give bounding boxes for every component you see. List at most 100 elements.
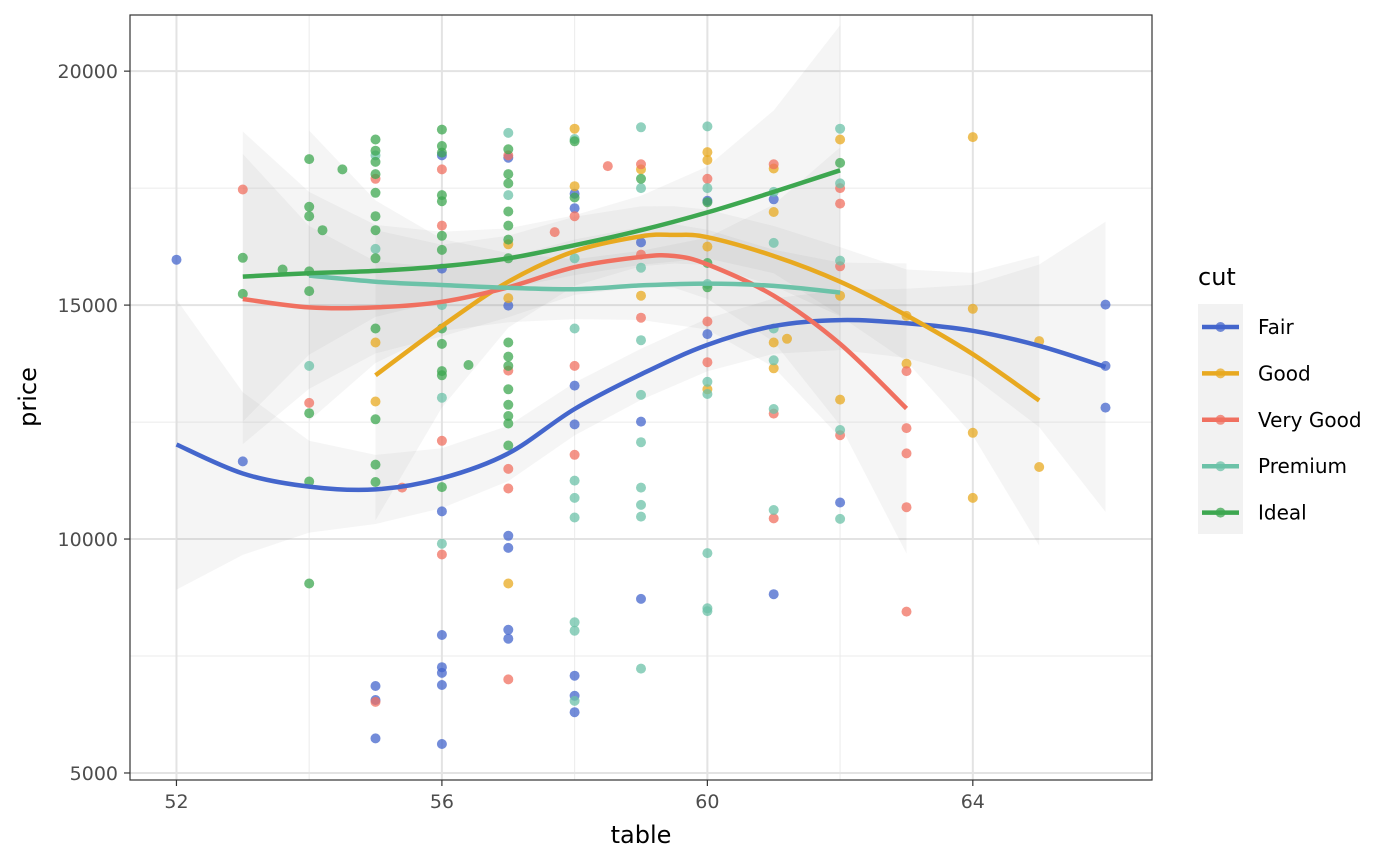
point-good (702, 147, 713, 158)
point-ideal (304, 154, 315, 165)
point-ideal (370, 225, 381, 236)
point-fair (1100, 299, 1111, 310)
x-axis-title: table (611, 821, 672, 849)
smooth-line-premium (308, 273, 841, 295)
point-very-good (835, 198, 846, 209)
point-premium (702, 121, 713, 132)
point-fair (370, 681, 381, 691)
point-premium (569, 512, 580, 523)
point-premium (636, 183, 646, 194)
point-ideal (304, 578, 315, 589)
point-fair (1100, 402, 1111, 413)
point-ideal (436, 338, 447, 349)
point-premium (436, 392, 447, 403)
point-ideal (503, 220, 514, 231)
point-premium (503, 127, 514, 138)
point-very-good (569, 360, 580, 371)
point-fair (636, 237, 646, 248)
legend-label-very-good: Very Good (1258, 408, 1362, 432)
point-ideal (503, 178, 514, 189)
point-very-good (901, 423, 912, 434)
point-very-good (549, 227, 560, 238)
point-fair (569, 419, 580, 430)
point-ideal (370, 145, 381, 156)
point-very-good (436, 435, 447, 446)
point-premium (636, 499, 646, 510)
x-tick-label: 60 (695, 791, 719, 813)
point-premium (636, 511, 646, 522)
point-good (636, 290, 646, 301)
point-good (370, 396, 381, 407)
point-fair (569, 707, 580, 718)
point-premium (436, 538, 447, 549)
point-very-good (569, 449, 580, 460)
confidence-band-fair (176, 221, 1106, 590)
point-very-good (768, 513, 779, 524)
point-fair (768, 194, 779, 205)
point-ideal (569, 192, 580, 203)
legend-label-ideal: Ideal (1258, 501, 1307, 525)
point-very-good (304, 397, 315, 408)
point-premium (636, 262, 646, 273)
point-premium (768, 505, 779, 515)
point-ideal (370, 187, 381, 198)
point-premium (636, 335, 646, 346)
point-ideal (370, 134, 381, 145)
point-very-good (436, 549, 447, 560)
point-ideal (370, 211, 381, 222)
point-very-good (370, 696, 381, 707)
legend-key-point-premium (1215, 461, 1226, 472)
point-ideal (370, 414, 381, 425)
point-ideal (277, 264, 288, 275)
legend-key-point-fair (1215, 322, 1226, 332)
panel-border (129, 14, 1153, 781)
point-very-good (702, 316, 713, 327)
point-very-good (602, 161, 613, 172)
point-premium (636, 482, 646, 493)
point-fair (436, 662, 447, 673)
point-very-good (768, 159, 779, 170)
point-ideal (436, 147, 447, 158)
point-good (370, 337, 381, 348)
point-fair (768, 589, 779, 600)
y-axis-title: price (14, 367, 42, 427)
point-ideal (304, 408, 315, 419)
point-premium (835, 425, 846, 435)
point-premium (702, 603, 713, 614)
point-premium (569, 625, 580, 636)
point-premium (636, 663, 646, 674)
point-ideal (304, 201, 315, 212)
point-fair (503, 542, 514, 553)
point-good (967, 492, 978, 503)
point-ideal (237, 252, 248, 263)
point-premium (768, 237, 779, 248)
point-good (967, 132, 978, 143)
point-ideal (503, 360, 514, 371)
point-good (1034, 462, 1045, 472)
point-good (835, 394, 846, 405)
point-premium (835, 513, 846, 524)
smooth-line-very-good (242, 252, 909, 411)
point-ideal (463, 360, 474, 370)
y-tick-label: 15000 (58, 295, 118, 317)
point-ideal (503, 440, 514, 451)
point-good (768, 363, 779, 374)
point-ideal (370, 253, 381, 264)
legend-key-point-ideal (1215, 507, 1226, 518)
point-very-good (636, 312, 646, 323)
point-ideal (370, 156, 381, 167)
point-premium (702, 389, 713, 399)
point-good (967, 303, 978, 314)
point-ideal (304, 286, 315, 297)
point-ideal (636, 173, 646, 184)
legend-key-point-very-good (1215, 414, 1226, 425)
point-very-good (569, 211, 580, 222)
y-tick-label: 5000 (70, 763, 118, 785)
point-good (768, 207, 779, 217)
point-very-good (702, 357, 713, 368)
point-ideal (370, 169, 381, 180)
point-ideal (503, 169, 514, 180)
point-very-good (436, 164, 447, 175)
point-premium (569, 617, 580, 628)
